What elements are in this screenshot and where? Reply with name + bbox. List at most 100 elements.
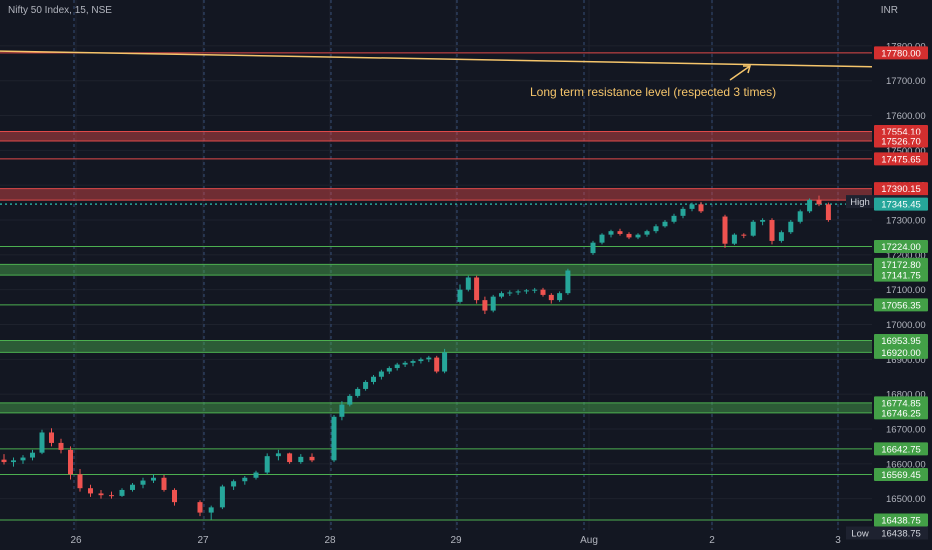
candle-up	[151, 477, 156, 481]
candle-down	[88, 488, 93, 494]
candle-up	[253, 472, 259, 478]
support-zone	[0, 264, 872, 276]
candle-up	[11, 460, 16, 463]
candle-up	[797, 211, 803, 222]
candle-up	[680, 208, 686, 216]
support-level-tag	[874, 396, 928, 410]
support-level-tag-text: 16438.75	[881, 515, 921, 526]
candle-up	[590, 242, 596, 254]
support-level-tag	[874, 268, 928, 282]
resistance-level-tag	[874, 182, 928, 196]
price-tick-label: 17500.00	[886, 146, 926, 157]
support-zone	[0, 402, 872, 413]
candles	[1, 195, 831, 520]
annotation-arrow-head	[743, 65, 751, 74]
candle-up	[140, 480, 146, 485]
resistance-zone	[0, 188, 872, 201]
resistance-level-tag	[874, 46, 928, 60]
annotation-arrow	[729, 65, 751, 81]
symbol-title: Nifty 50 Index, 15, NSE	[8, 5, 112, 16]
candle-up	[523, 290, 529, 292]
candle-up	[608, 231, 614, 235]
candle-up	[231, 481, 237, 487]
support-zone	[0, 340, 872, 353]
candle-down	[769, 220, 775, 241]
high-tag-bg	[846, 195, 874, 209]
time-tick-label: 27	[197, 535, 209, 546]
price-tick-label: 16900.00	[886, 355, 926, 366]
support-level-tag-text: 16953.95	[881, 336, 921, 347]
candle-down	[58, 442, 64, 450]
candle-up	[371, 376, 376, 382]
candle-up	[347, 395, 353, 405]
candle-up	[778, 232, 784, 241]
resistance-level-tag-text: 17390.15	[881, 184, 921, 195]
candle-up	[499, 293, 504, 297]
low-price-tag	[874, 526, 928, 540]
candle-down	[825, 204, 831, 221]
candle-up	[689, 204, 695, 209]
candle-up	[331, 416, 337, 461]
candle-up	[219, 486, 225, 508]
resistance-level-tag-text: 17780.00	[881, 48, 921, 59]
candle-up	[386, 368, 392, 372]
support-level-tag-text: 16774.85	[881, 398, 921, 409]
candle-up	[653, 226, 659, 232]
candle-up	[807, 199, 813, 212]
candle-down	[309, 456, 315, 461]
candle-down	[77, 474, 83, 489]
resistance-level-tag	[874, 152, 928, 166]
candle-up	[515, 291, 521, 293]
candle-down	[548, 294, 554, 301]
candle-down	[1, 459, 7, 463]
candle-down	[197, 502, 203, 513]
candle-up	[731, 234, 737, 244]
resistance-level-tag-text: 17526.70	[881, 137, 921, 148]
support-level-tag-text: 17056.35	[881, 300, 921, 311]
price-tick-label: 17300.00	[886, 216, 926, 227]
support-level-tag-text: 16920.00	[881, 348, 921, 359]
candle-up	[565, 270, 571, 294]
candle-up	[635, 234, 641, 238]
time-tick-label: 2	[709, 535, 715, 546]
candle-up	[662, 221, 668, 227]
price-tick-label: 17700.00	[886, 76, 926, 87]
support-level-tag	[874, 334, 928, 348]
candle-down	[161, 477, 167, 490]
support-level-tag	[874, 257, 928, 271]
levels	[0, 52, 872, 521]
price-tick-label: 16600.00	[886, 459, 926, 470]
candle-up	[30, 452, 35, 458]
candle-down	[626, 233, 632, 238]
time-tick-label: 3	[835, 535, 841, 546]
candle-up	[39, 432, 45, 453]
candle-up	[242, 477, 248, 482]
candle-down	[482, 300, 488, 311]
time-tick-label: 28	[324, 535, 336, 546]
candle-up	[264, 456, 270, 473]
candle-down	[68, 449, 73, 475]
last-price-tag	[874, 197, 928, 211]
currency-label: INR	[880, 5, 898, 16]
candle-up	[490, 296, 496, 311]
support-level-tag-text: 16569.45	[881, 470, 921, 481]
candle-down	[49, 432, 54, 443]
support-level-tag	[874, 442, 928, 456]
candle-up	[298, 456, 304, 463]
candle-up	[750, 221, 756, 236]
candle-up	[378, 371, 384, 377]
candle-up	[20, 457, 26, 461]
resistance-level-tag-text: 17475.65	[881, 154, 921, 165]
candle-up	[532, 289, 538, 291]
annotation-text: Long term resistance level (respected 3 …	[530, 85, 776, 99]
high-tag-label: High	[850, 197, 870, 208]
time-tick-label: 26	[70, 535, 82, 546]
candle-up	[465, 277, 471, 290]
support-level-tag-text: 16642.75	[881, 444, 921, 455]
candle-up	[363, 381, 369, 389]
candle-up	[760, 220, 766, 222]
price-tick-label: 16500.00	[886, 494, 926, 505]
candle-up	[557, 293, 563, 301]
